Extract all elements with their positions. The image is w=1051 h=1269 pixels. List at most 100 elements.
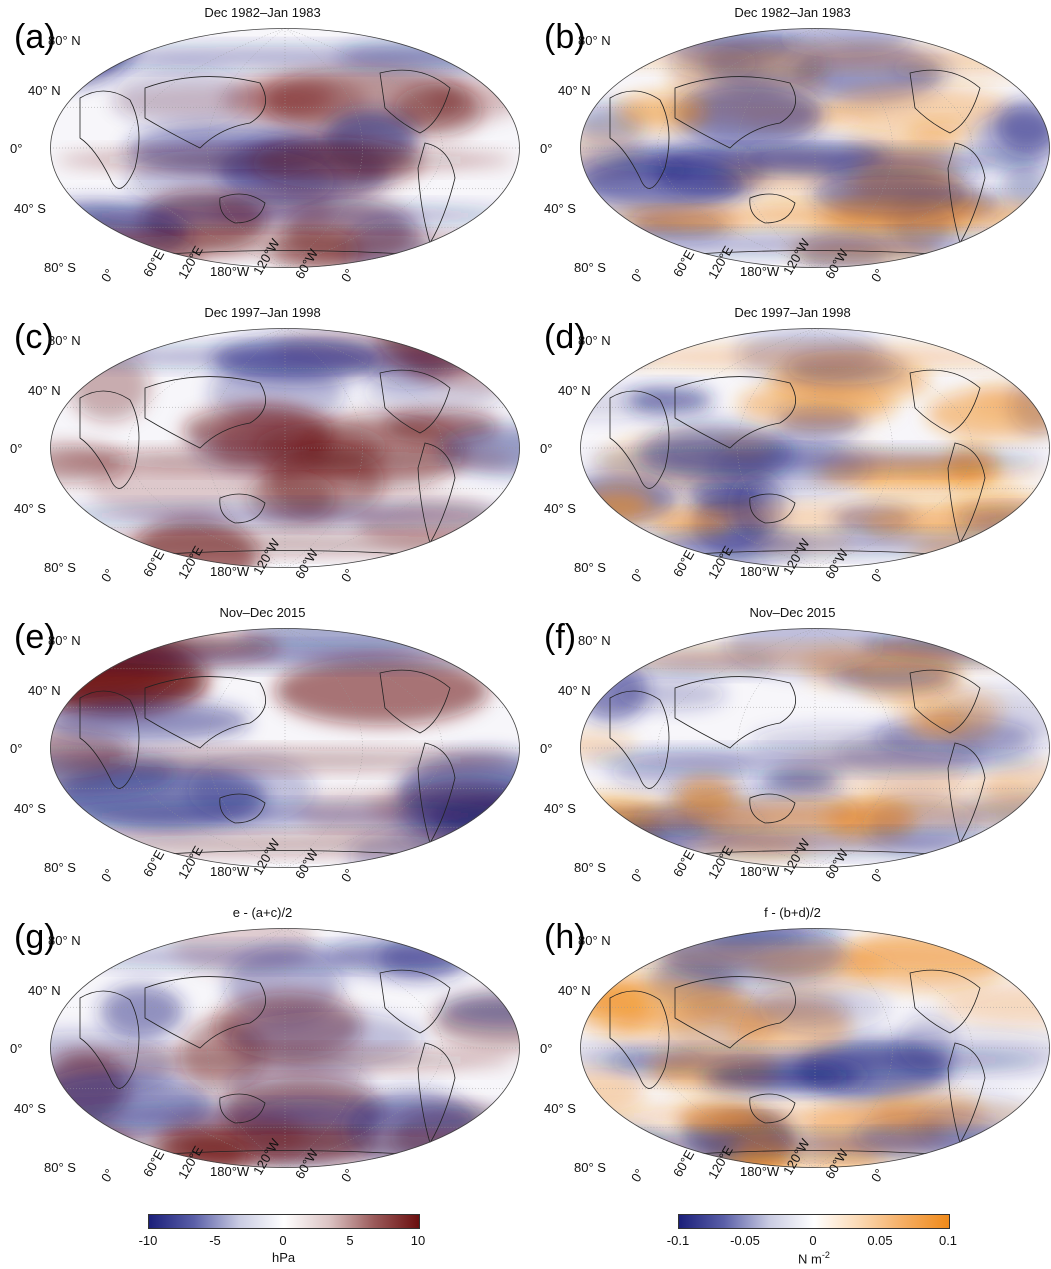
panel-title: Nov–Dec 2015 xyxy=(219,605,306,620)
latitude-label: 80° S xyxy=(44,260,76,275)
longitude-label: 180°W xyxy=(210,1164,250,1179)
latitude-label: 80° S xyxy=(574,260,606,275)
latitude-label: 40° S xyxy=(14,501,46,516)
latitude-label: 40° N xyxy=(558,383,591,398)
panel-title: f - (b+d)/2 xyxy=(764,905,821,920)
longitude-label: 0° xyxy=(628,566,648,585)
panel-title: Nov–Dec 2015 xyxy=(749,605,836,620)
latitude-label: 40° S xyxy=(544,201,576,216)
longitude-label: 0° xyxy=(338,266,358,285)
panel-label: (a) xyxy=(14,18,56,56)
graticule xyxy=(580,928,1050,1168)
map-outline xyxy=(50,628,520,868)
latitude-label: 80° N xyxy=(578,633,611,648)
longitude-label: 0° xyxy=(98,566,118,585)
colorbar-stress-unit-exp: -2 xyxy=(821,1250,830,1260)
longitude-label: 180°W xyxy=(210,264,250,279)
panel-label: (g) xyxy=(14,918,56,956)
map-outline xyxy=(50,28,520,268)
latitude-label: 40° N xyxy=(28,383,61,398)
graticule xyxy=(50,628,520,868)
latitude-label: 0° xyxy=(540,141,553,156)
colorbar-slp-tick: -5 xyxy=(209,1233,221,1248)
latitude-label: 40° N xyxy=(28,983,61,998)
graticule xyxy=(50,28,520,268)
latitude-label: 0° xyxy=(10,741,23,756)
colorbar-slp-bar xyxy=(148,1214,420,1229)
map-panel: Nov–Dec 2015 (e) 80° N 40° N 0° 40° S 80° S 0° 6… xyxy=(0,600,525,910)
map-plot xyxy=(50,28,520,268)
latitude-label: 80° N xyxy=(48,933,81,948)
longitude-label: 0° xyxy=(628,866,648,885)
graticule xyxy=(580,628,1050,868)
latitude-label: 40° N xyxy=(28,83,61,98)
latitude-label: 80° N xyxy=(578,333,611,348)
latitude-label: 80° S xyxy=(574,860,606,875)
map-plot xyxy=(50,928,520,1168)
panel-label: (h) xyxy=(544,918,586,956)
latitude-label: 80° S xyxy=(44,860,76,875)
map-plot xyxy=(580,328,1050,568)
latitude-label: 40° N xyxy=(558,683,591,698)
latitude-label: 40° S xyxy=(14,1101,46,1116)
map-outline xyxy=(580,328,1050,568)
longitude-label: 0° xyxy=(98,266,118,285)
colorbar-slp-unit: hPa xyxy=(272,1250,296,1265)
graticule xyxy=(50,328,520,568)
latitude-label: 40° S xyxy=(544,1101,576,1116)
longitude-label: 0° xyxy=(628,266,648,285)
latitude-label: 40° S xyxy=(544,801,576,816)
colorbar-stress-tick: 0.1 xyxy=(938,1233,958,1248)
map-plot xyxy=(580,28,1050,268)
latitude-label: 40° S xyxy=(14,801,46,816)
colorbar-stress-unit: N m xyxy=(798,1251,822,1267)
map-plot xyxy=(580,628,1050,868)
colorbar-stress-tick: -0.05 xyxy=(730,1233,760,1248)
longitude-label: 0° xyxy=(868,266,888,285)
latitude-label: 40° S xyxy=(544,501,576,516)
panel-label: (c) xyxy=(14,318,54,356)
colorbar-slp-tick: -10 xyxy=(138,1233,158,1248)
longitude-label: 0° xyxy=(628,1166,648,1185)
colorbar-slp-tick: 0 xyxy=(279,1233,287,1248)
map-plot xyxy=(580,928,1050,1168)
latitude-label: 80° N xyxy=(48,633,81,648)
latitude-label: 80° S xyxy=(574,560,606,575)
panel-label: (d) xyxy=(544,318,586,356)
map-outline xyxy=(50,328,520,568)
map-plot xyxy=(50,628,520,868)
panel-label: (f) xyxy=(544,618,577,656)
latitude-label: 80° N xyxy=(578,33,611,48)
latitude-label: 0° xyxy=(540,1041,553,1056)
latitude-label: 80° S xyxy=(44,1160,76,1175)
colorbar-slp: -10 -5 0 5 10 hPa xyxy=(139,1214,425,1269)
latitude-label: 40° N xyxy=(558,983,591,998)
colorbar-stress-tick: 0.05 xyxy=(867,1233,893,1248)
longitude-label: 180°W xyxy=(740,564,780,579)
longitude-label: 180°W xyxy=(210,864,250,879)
colorbar-stress-bar xyxy=(678,1214,950,1229)
longitude-label: 0° xyxy=(98,1166,118,1185)
longitude-label: 0° xyxy=(338,866,358,885)
graticule xyxy=(580,328,1050,568)
map-panel: Dec 1982–Jan 1983 (a) 80° N 40° N 0° 40° S 80°… xyxy=(0,0,525,310)
latitude-label: 0° xyxy=(540,741,553,756)
latitude-label: 0° xyxy=(10,1041,23,1056)
panel-title: Dec 1997–Jan 1998 xyxy=(204,305,321,320)
longitude-label: 180°W xyxy=(740,864,780,879)
longitude-label: 180°W xyxy=(740,1164,780,1179)
longitude-label: 180°W xyxy=(740,264,780,279)
panel-title: Dec 1982–Jan 1983 xyxy=(734,5,851,20)
latitude-label: 80° S xyxy=(574,1160,606,1175)
map-outline xyxy=(580,928,1050,1168)
map-panel: f - (b+d)/2 (h) 80° N 40° N 0° 40° S 80° S 0° 60… xyxy=(530,900,1051,1210)
panel-title: Dec 1997–Jan 1998 xyxy=(734,305,851,320)
map-plot xyxy=(50,328,520,568)
map-outline xyxy=(580,28,1050,268)
panel-label: (b) xyxy=(544,18,586,56)
graticule xyxy=(580,28,1050,268)
longitude-label: 0° xyxy=(338,1166,358,1185)
map-panel: Dec 1982–Jan 1983 (b) 80° N 40° N 0° 40° S 80°… xyxy=(530,0,1051,310)
map-panel: e - (a+c)/2 (g) 80° N 40° N 0° 40° S 80° S 0° 60… xyxy=(0,900,525,1210)
colorbar-stress-unit-wrap: N m-2 xyxy=(798,1250,830,1266)
